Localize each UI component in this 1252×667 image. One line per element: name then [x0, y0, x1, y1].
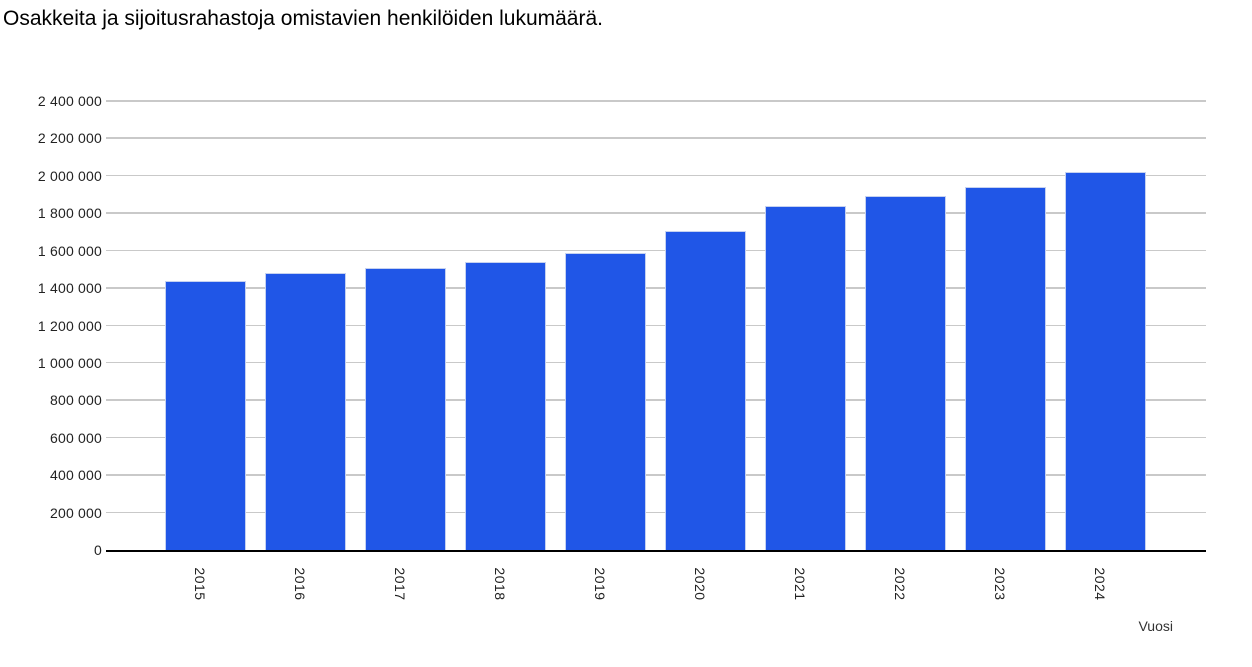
y-axis-tick-label: 1 200 000 [37, 317, 102, 334]
bar-2017[interactable] [364, 267, 446, 550]
x-axis-title: Vuosi [1138, 618, 1173, 634]
y-axis-tick-label: 2 400 000 [37, 93, 102, 109]
y-gridline [106, 249, 1206, 252]
y-axis-tick-label: 1 400 000 [37, 280, 102, 297]
y-gridline [106, 361, 1206, 364]
y-axis-tick-label: 400 000 [49, 467, 102, 484]
y-axis-tick-label: 1 600 000 [37, 242, 102, 259]
x-axis-tick-label: 2017 [392, 567, 408, 601]
y-gridline [106, 399, 1206, 401]
y-gridline [106, 474, 1206, 476]
y-axis-tick-label: 2 200 000 [37, 130, 102, 147]
bar-2021[interactable] [764, 205, 846, 550]
y-axis-tick-label: 800 000 [49, 392, 102, 409]
x-axis-tick-label: 2020 [692, 567, 708, 601]
x-axis-line [106, 550, 1206, 552]
y-gridline [106, 324, 1206, 326]
y-axis-tick-label: 1 800 000 [37, 205, 102, 222]
y-gridline [106, 137, 1206, 139]
y-axis-tick-label: 1 000 000 [37, 354, 102, 371]
y-gridline [106, 511, 1206, 514]
y-gridline [106, 174, 1206, 177]
x-axis-tick-label: 2024 [1092, 567, 1108, 601]
bar-2016[interactable] [264, 273, 346, 550]
chart-title: Osakkeita ja sijoitusrahastoja omistavie… [3, 7, 603, 30]
x-axis-tick-label: 2015 [192, 567, 208, 601]
x-axis-tick-label: 2018 [492, 567, 508, 601]
y-axis-tick-label: 0 [94, 542, 102, 558]
x-axis-tick-label: 2021 [792, 567, 808, 601]
y-gridline [106, 212, 1206, 214]
y-axis-tick-label: 2 000 000 [37, 167, 102, 184]
x-axis-tick-label: 2023 [992, 567, 1008, 601]
x-axis-tick-label: 2019 [592, 567, 608, 601]
bar-2024[interactable] [1064, 172, 1146, 550]
bar-2018[interactable] [464, 261, 546, 550]
y-gridline [106, 436, 1206, 439]
x-axis-tick-label: 2016 [292, 567, 308, 601]
bar-2020[interactable] [664, 231, 746, 550]
bar-2023[interactable] [964, 187, 1046, 550]
y-gridline [106, 100, 1206, 102]
bar-2019[interactable] [564, 253, 646, 550]
bar-2015[interactable] [164, 280, 246, 550]
x-axis-tick-label: 2022 [892, 567, 908, 601]
y-axis-tick-label: 600 000 [49, 429, 102, 446]
bar-2022[interactable] [864, 196, 946, 550]
y-axis-tick-label: 200 000 [49, 504, 102, 521]
y-gridline [106, 287, 1206, 289]
